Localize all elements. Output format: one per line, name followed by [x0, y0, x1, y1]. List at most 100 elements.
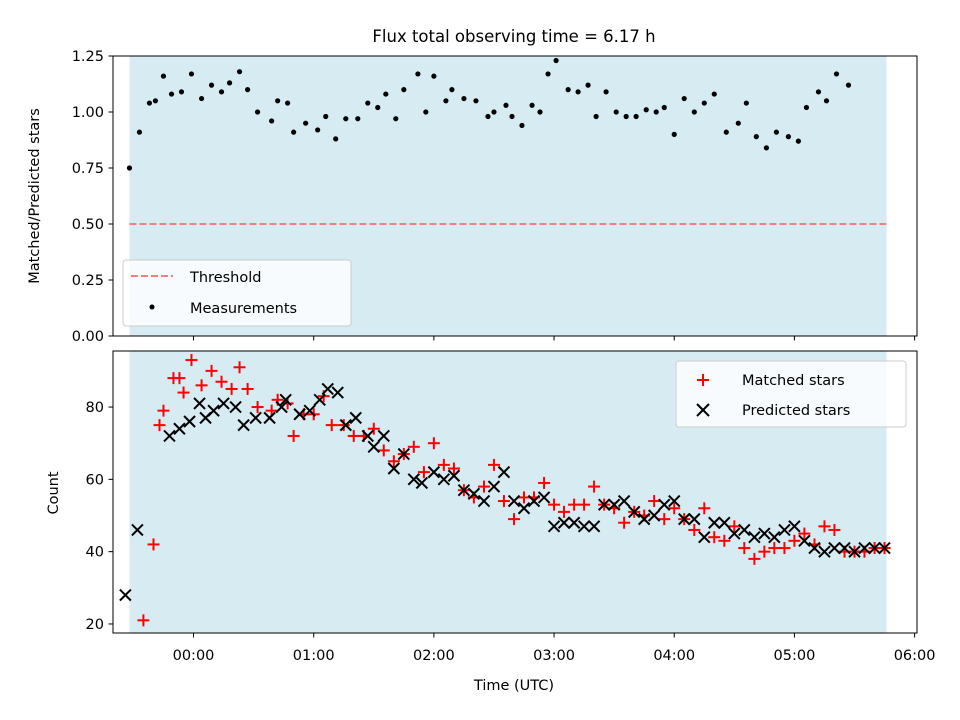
predicted-stars-points — [119, 382, 891, 602]
predicted-star-point — [607, 498, 621, 511]
predicted-star-point — [349, 411, 362, 425]
predicted-star-point — [728, 527, 741, 540]
predicted-star-point — [321, 382, 334, 396]
predicted-star-point — [229, 400, 242, 414]
predicted-star-point — [507, 494, 521, 508]
predicted-star-point — [658, 498, 671, 511]
matched-star-point — [287, 429, 300, 442]
matched-star-point — [668, 502, 681, 515]
predicted-star-point — [698, 530, 711, 544]
measurement-point — [315, 127, 321, 133]
measurement-point — [671, 131, 677, 137]
ratio-y-tick-label: 0.25 — [72, 273, 104, 289]
matched-star-point — [137, 614, 150, 627]
predicted-star-point — [768, 530, 781, 544]
measurement-point — [285, 100, 291, 106]
matched-star-point — [538, 476, 551, 489]
predicted-star-point — [457, 483, 471, 497]
matched-star-point — [185, 354, 198, 367]
measurement-point — [423, 109, 429, 115]
measurement-point — [146, 100, 153, 106]
matched-star-point — [658, 513, 671, 526]
ratio-legend: Threshold Measurements — [122, 259, 352, 327]
count-plot-frame — [112, 350, 918, 634]
measurement-point — [565, 87, 571, 93]
measurement-point — [803, 104, 810, 111]
predicted-star-point — [537, 491, 551, 504]
measurement-point — [773, 129, 779, 135]
predicted-star-point — [587, 520, 601, 533]
measurement-point — [431, 73, 437, 79]
matched-star-point — [407, 440, 420, 453]
matched-star-point — [728, 520, 741, 533]
matched-star-point — [225, 382, 238, 395]
count-x-ticks: 00:00 01:00 02:00 03:00 04:00 05:00 06:00 — [173, 633, 935, 664]
predicted-star-point — [293, 408, 306, 421]
ratio-plot-frame — [112, 55, 918, 337]
matched-star-point — [377, 444, 390, 457]
predicted-star-point — [738, 523, 751, 537]
measurement-point — [236, 69, 243, 75]
predicted-star-point — [758, 527, 771, 540]
count-y-tick-label: 60 — [86, 472, 104, 488]
measurement-point — [168, 91, 175, 97]
measurement-point — [633, 113, 639, 120]
measurement-point — [152, 98, 159, 104]
measurement-point — [178, 89, 185, 95]
measurement-point — [735, 120, 741, 126]
predicted-star-point — [207, 404, 220, 417]
predicted-star-point — [237, 418, 250, 432]
matched-star-point — [718, 534, 731, 547]
measurement-point — [661, 104, 667, 111]
measurement-point — [365, 100, 371, 106]
predicted-star-point — [547, 520, 561, 533]
measurement-point — [401, 87, 407, 93]
matched-star-point — [618, 516, 631, 529]
measurement-point — [785, 134, 792, 140]
matched-star-point — [233, 361, 246, 374]
measurement-point — [254, 109, 261, 115]
ratio-y-tick-label: 0.00 — [72, 329, 104, 345]
predicted-star-point — [275, 400, 288, 414]
count-panel: 00:00 01:00 02:00 03:00 04:00 05:00 06:00 20 40… — [46, 350, 935, 694]
predicted-star-point — [497, 465, 511, 479]
matched-star-point — [147, 538, 160, 551]
measurement-point — [160, 73, 167, 79]
ratio-y-ticks: 0.00 0.25 0.50 0.75 1.00 1.25 — [72, 49, 113, 345]
measurement-point — [208, 82, 215, 88]
matched-star-point — [337, 419, 350, 432]
matched-star-point — [153, 419, 166, 432]
legend-measurements-swatch — [149, 304, 155, 310]
legend-matched-label: Matched stars — [742, 373, 845, 389]
predicted-star-point — [828, 541, 841, 555]
measurement-point — [815, 89, 822, 95]
measurement-point — [509, 113, 515, 120]
predicted-star-point — [193, 397, 206, 410]
predicted-star-point — [119, 588, 132, 602]
count-y-ticks: 20 40 60 80 — [86, 400, 113, 633]
predicted-star-point — [249, 411, 262, 425]
measurement-point — [473, 98, 479, 104]
measurement-point — [845, 82, 852, 88]
predicted-star-point — [467, 487, 481, 501]
ratio-y-tick-label: 1.25 — [72, 49, 104, 65]
x-tick-label: 01:00 — [293, 648, 335, 664]
measurement-point — [585, 82, 591, 88]
measurement-point — [269, 118, 275, 124]
matched-star-point — [768, 542, 781, 555]
measurement-point — [383, 91, 389, 97]
matched-star-point — [758, 545, 771, 558]
measurement-point — [653, 109, 659, 115]
matched-star-point — [508, 513, 521, 526]
ratio-y-tick-label: 1.00 — [72, 105, 104, 121]
predicted-star-point — [597, 498, 611, 511]
predicted-star-point — [387, 462, 401, 475]
measurement-point — [553, 57, 559, 64]
predicted-star-point — [778, 523, 791, 537]
predicted-star-point — [637, 512, 651, 526]
matched-star-point — [788, 534, 801, 547]
matched-star-point — [648, 495, 661, 508]
count-legend: Matched stars Predicted stars — [675, 360, 907, 428]
ratio-legend-box — [122, 259, 352, 327]
